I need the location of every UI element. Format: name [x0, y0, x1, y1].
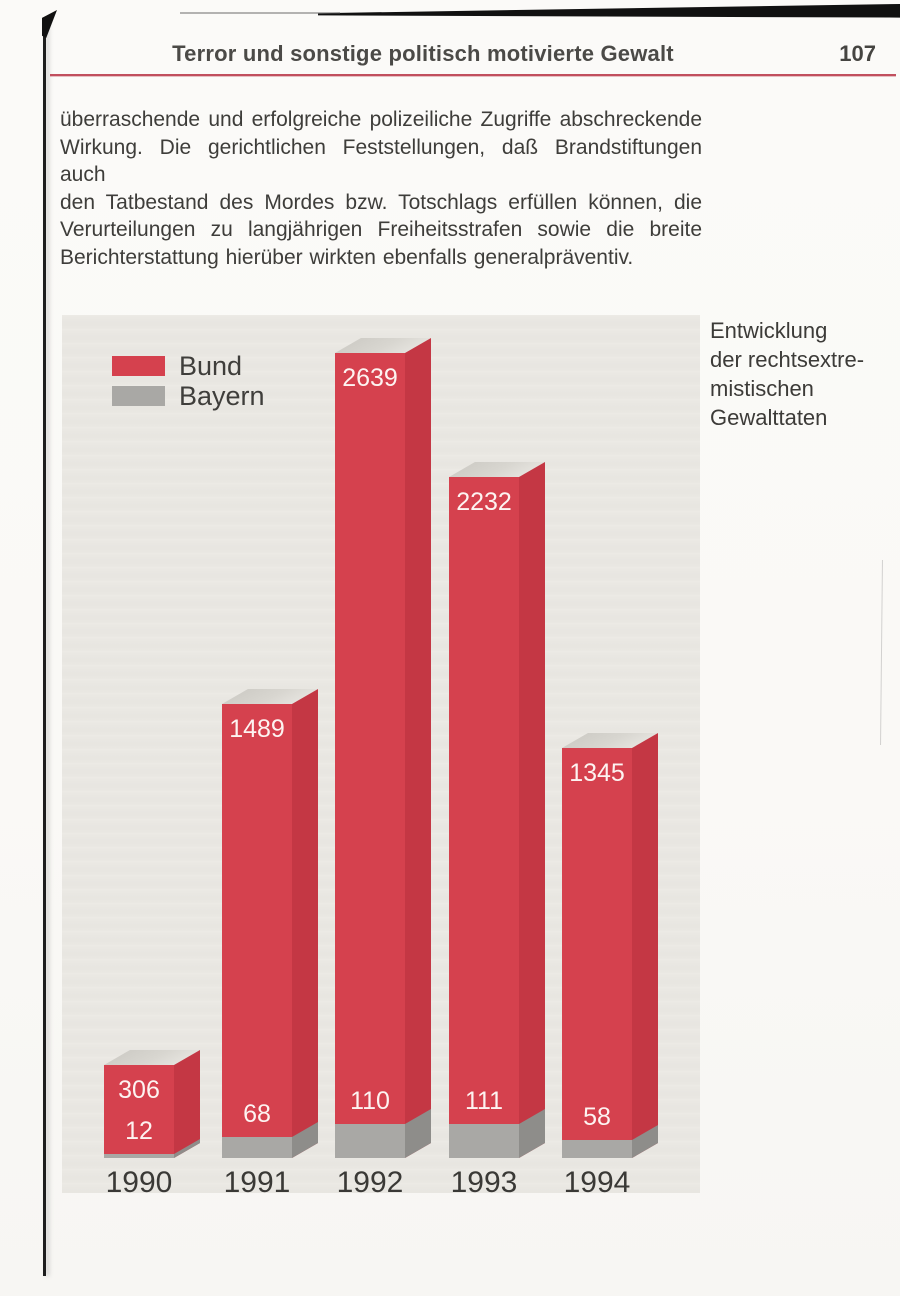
- bayern-side-segment: [632, 1124, 658, 1158]
- bayern-side-segment: [519, 1108, 545, 1158]
- bayern-front-segment: [222, 1137, 292, 1158]
- bar-front-face: [104, 1065, 174, 1158]
- x-axis-label-1992: 1992: [336, 1166, 404, 1199]
- page-number: 107: [839, 41, 876, 66]
- chart-legend: Bund Bayern: [112, 351, 265, 411]
- chart-side-caption: Entwicklung der rechtsextre- mistischen …: [710, 318, 865, 430]
- scan-artifact-top-bar: [318, 3, 900, 18]
- bund-value-label: 1345: [569, 759, 625, 787]
- page-header: Terror und sonstige politisch motivierte…: [60, 41, 876, 69]
- bar-side-face: [632, 732, 658, 1158]
- bar-front-face: [222, 704, 292, 1158]
- scan-artifact-corner-hook: [42, 10, 57, 38]
- x-axis-label-1990: 1990: [105, 1166, 173, 1199]
- scan-artifact-left-edge: [43, 22, 46, 1276]
- bayern-value-label: 68: [243, 1100, 271, 1128]
- bar-1992: 2639 110: [335, 337, 431, 1158]
- x-axis-label-1994: 1994: [563, 1166, 631, 1199]
- bar-front-face: [562, 748, 632, 1158]
- bar-front-face: [449, 477, 519, 1158]
- legend-item-bund: Bund: [112, 351, 265, 381]
- legend-swatch-bund: [112, 356, 165, 376]
- paragraph-line: Wirkung. Die gerichtlichen Feststellunge…: [60, 135, 702, 187]
- paragraph-line: den Tatbestand des Mordes bzw. Totschlag…: [60, 190, 702, 214]
- bayern-front-segment: [104, 1154, 174, 1158]
- bayern-front-segment: [562, 1140, 632, 1158]
- body-paragraph: überraschende und erfolgreiche polizeili…: [60, 106, 702, 271]
- bund-value-label: 306: [118, 1076, 160, 1104]
- bar-side-face: [519, 461, 545, 1158]
- bund-value-label: 2232: [456, 488, 512, 516]
- bar-front-face: [335, 353, 405, 1158]
- bayern-side-segment: [405, 1108, 431, 1158]
- bar-side-face: [292, 688, 318, 1158]
- bar-side-face: [174, 1049, 200, 1158]
- bayern-side-segment: [292, 1121, 318, 1158]
- bayern-front-segment: [449, 1124, 519, 1158]
- paragraph-line: Berichterstattung hierüber wirkten ebenf…: [60, 245, 634, 269]
- scan-artifact-top-streak: [180, 12, 340, 14]
- paragraph-line: überraschende und erfolgreiche polizeili…: [60, 108, 702, 131]
- scan-artifact-right-line: [880, 559, 883, 746]
- bund-value-label: 2639: [342, 364, 398, 392]
- bayern-value-label: 12: [125, 1117, 153, 1145]
- bayern-value-label: 111: [464, 1087, 503, 1115]
- legend-label-bayern: Bayern: [179, 380, 265, 411]
- x-axis-label-1993: 1993: [450, 1166, 518, 1199]
- legend-swatch-bayern: [112, 386, 165, 406]
- bayern-value-label: 58: [583, 1103, 611, 1131]
- bar-1990: 306 12: [104, 1049, 200, 1158]
- bar-1991: 1489 68: [222, 688, 318, 1158]
- bayern-side-segment: [174, 1138, 200, 1158]
- running-head: Terror und sonstige politisch motivierte…: [172, 41, 674, 66]
- bund-value-label: 1489: [229, 715, 285, 743]
- x-axis-label-1991: 1991: [223, 1166, 291, 1199]
- bayern-front-segment: [335, 1124, 405, 1158]
- bar-chart: Bund Bayern 306 12 1990 1489 68 1991 2639 110 19…: [62, 315, 700, 1199]
- bar-1994: 1345 58: [562, 732, 658, 1158]
- bar-1993: 2232 111: [449, 461, 545, 1158]
- legend-label-bund: Bund: [179, 350, 243, 381]
- legend-item-bayern: Bayern: [112, 381, 265, 411]
- paragraph-line: Verurteilungen zu langjährigen Freiheits…: [60, 218, 702, 241]
- bar-side-face: [405, 337, 431, 1158]
- bayern-value-label: 110: [350, 1087, 390, 1115]
- header-rule: [50, 74, 896, 76]
